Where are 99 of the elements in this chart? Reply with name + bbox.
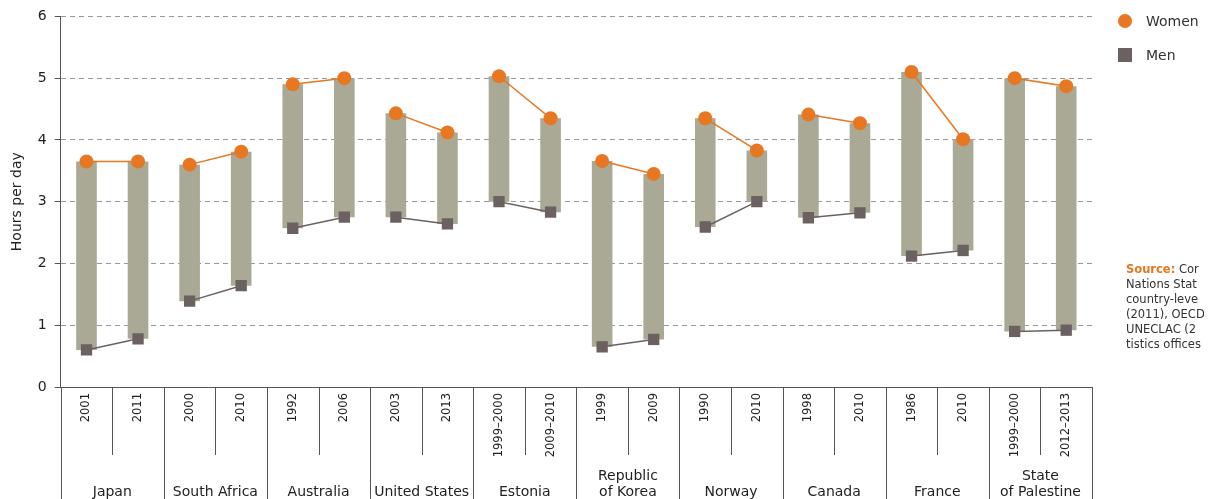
point xyxy=(956,132,971,147)
text: Republic of Korea xyxy=(598,467,658,499)
y-axis-title: Hours per day xyxy=(8,152,25,252)
point xyxy=(751,196,763,208)
point xyxy=(440,125,455,140)
x-tick-label: 2013 xyxy=(439,393,454,423)
point xyxy=(287,222,299,234)
text: Estonia xyxy=(499,483,551,499)
point xyxy=(337,71,352,86)
point xyxy=(543,111,558,126)
point xyxy=(749,143,764,158)
point xyxy=(132,333,144,345)
legend-label: Men xyxy=(1146,47,1176,63)
point xyxy=(441,218,454,230)
point xyxy=(1060,324,1072,336)
bar xyxy=(591,160,613,347)
bar xyxy=(952,139,974,251)
point xyxy=(596,341,608,353)
point xyxy=(131,154,146,169)
point xyxy=(492,69,507,84)
point xyxy=(80,344,93,356)
x-tick-label: 1999 xyxy=(594,393,609,423)
point xyxy=(79,154,94,169)
x-tick-label: 2001 xyxy=(78,393,93,423)
x-tick-label: 2000 xyxy=(181,393,196,423)
bar xyxy=(76,161,97,350)
point xyxy=(1007,71,1022,86)
x-tick-label: 1998 xyxy=(800,393,815,423)
bar xyxy=(282,84,304,229)
point xyxy=(235,280,247,292)
x-tick-label: 2010 xyxy=(955,393,970,423)
x-tick-label: 2009 xyxy=(645,393,660,423)
text: South Africa xyxy=(172,483,258,499)
bar xyxy=(179,164,200,302)
x-tick-label: 2011 xyxy=(130,393,145,423)
point xyxy=(183,295,196,307)
x-tick-label: 1990 xyxy=(697,393,712,423)
text: Australia xyxy=(287,483,350,499)
bar xyxy=(488,76,510,202)
text: Japan xyxy=(91,483,132,499)
y-tick-label: 6 xyxy=(37,7,47,24)
point xyxy=(648,333,660,346)
bar xyxy=(437,132,458,224)
x-tick-label: 2012–2013 xyxy=(1058,393,1073,458)
point xyxy=(493,196,505,208)
x-tick-label: 2010 xyxy=(851,393,866,423)
point xyxy=(285,77,300,92)
point xyxy=(338,211,350,223)
point xyxy=(182,157,197,172)
legend-label: Women xyxy=(1146,13,1199,29)
point xyxy=(801,107,816,122)
point xyxy=(390,211,402,223)
point xyxy=(544,206,557,218)
bar xyxy=(798,114,819,218)
x-tick-label: 1999–2000 xyxy=(1006,393,1021,458)
text: United States xyxy=(374,483,470,499)
y-tick-label: 1 xyxy=(37,315,47,332)
source-note: Source: Cor Nations Stat country-leve (2011), OECD UNECLAC (2 tistics offices xyxy=(1126,262,1205,352)
point xyxy=(802,212,815,224)
bar xyxy=(694,118,716,228)
y-tick-label: 5 xyxy=(37,68,47,85)
bar xyxy=(540,118,561,213)
point xyxy=(905,250,918,262)
x-tick-label: 1986 xyxy=(903,393,918,423)
y-tick-label: 3 xyxy=(37,192,47,209)
bar xyxy=(1055,86,1077,331)
y-tick-label: 2 xyxy=(37,254,47,271)
point xyxy=(595,153,610,168)
x-tick-label: 2006 xyxy=(336,393,351,423)
x-tick-label: 1992 xyxy=(284,393,299,423)
y-tick-label: 0 xyxy=(37,377,47,394)
x-tick-label: 2010 xyxy=(233,393,248,423)
bar xyxy=(643,173,665,340)
x-tick-label: 1999–2000 xyxy=(490,393,505,458)
point xyxy=(1009,325,1021,338)
point xyxy=(698,111,713,126)
bar xyxy=(334,78,355,218)
point xyxy=(646,166,661,181)
bar xyxy=(385,113,407,218)
x-tick-label: 2010 xyxy=(748,393,763,423)
point xyxy=(957,244,969,257)
bar xyxy=(901,71,922,257)
point xyxy=(699,221,711,233)
x-tick-label: 2009–2010 xyxy=(542,393,557,458)
bar xyxy=(230,151,252,286)
bar xyxy=(127,161,149,339)
point xyxy=(854,207,866,219)
point xyxy=(852,116,867,131)
text: State of Palestine xyxy=(999,467,1081,499)
text: Canada xyxy=(807,483,861,499)
point xyxy=(234,144,249,159)
point xyxy=(1059,79,1074,94)
y-tick-label: 4 xyxy=(37,130,47,147)
text: France xyxy=(914,483,961,499)
text: Norway xyxy=(704,483,758,499)
point xyxy=(388,106,403,121)
bar xyxy=(1004,78,1025,332)
x-tick-label: 2003 xyxy=(387,393,402,423)
point xyxy=(904,64,919,79)
